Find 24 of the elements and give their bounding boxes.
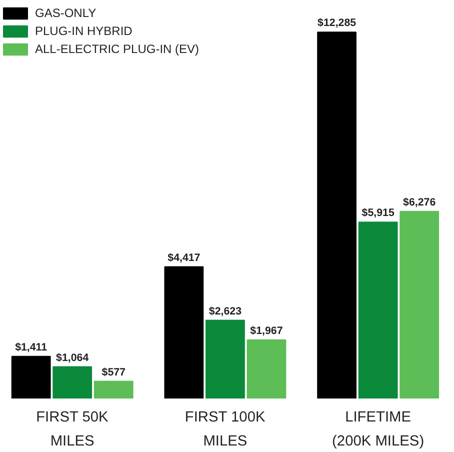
data-label: $1,064 <box>56 352 89 364</box>
x-tick-label: LIFETIME (200K MILES) <box>332 410 424 450</box>
legend-label: PLUG-IN HYBRID <box>35 24 132 38</box>
bar <box>358 222 398 398</box>
data-label: $1,411 <box>15 341 48 354</box>
bar <box>246 339 286 398</box>
x-tick-label: FIRST 100K MILES <box>184 410 266 450</box>
bar <box>400 210 440 398</box>
data-label: $4,417 <box>168 252 200 264</box>
data-label: $5,915 <box>362 207 394 220</box>
bar <box>52 366 92 398</box>
bar <box>206 320 245 398</box>
x-tick-label: FIRST 50K MILES <box>36 410 109 450</box>
data-label: $1,967 <box>250 324 283 337</box>
legend-label: ALL-ELECTRIC PLUG-IN (EV) <box>35 42 200 56</box>
data-label: $12,285 <box>318 17 356 30</box>
bar <box>164 266 204 398</box>
legend-label: GAS-ONLY <box>35 6 96 20</box>
data-label: $2,623 <box>208 305 242 318</box>
data-label: $577 <box>102 366 126 378</box>
bar <box>94 380 134 398</box>
data-label: $6,276 <box>403 196 436 208</box>
bar <box>317 32 356 398</box>
bar <box>11 356 51 398</box>
